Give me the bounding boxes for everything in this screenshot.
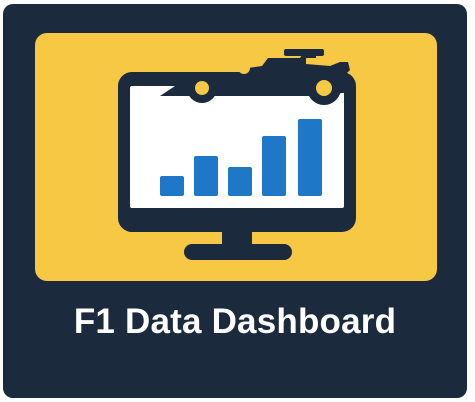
bar-2 — [194, 156, 218, 196]
helmet — [238, 62, 250, 74]
bar-1 — [160, 176, 184, 196]
bar-4 — [262, 136, 286, 196]
bar-3 — [228, 167, 252, 196]
app-title: F1 Data Dashboard — [73, 302, 397, 341]
monitor-stand — [184, 244, 292, 260]
monitor-neck — [222, 230, 252, 248]
race-car-icon — [160, 49, 350, 105]
bar-5 — [298, 119, 322, 196]
bar-chart-icon — [160, 119, 322, 196]
